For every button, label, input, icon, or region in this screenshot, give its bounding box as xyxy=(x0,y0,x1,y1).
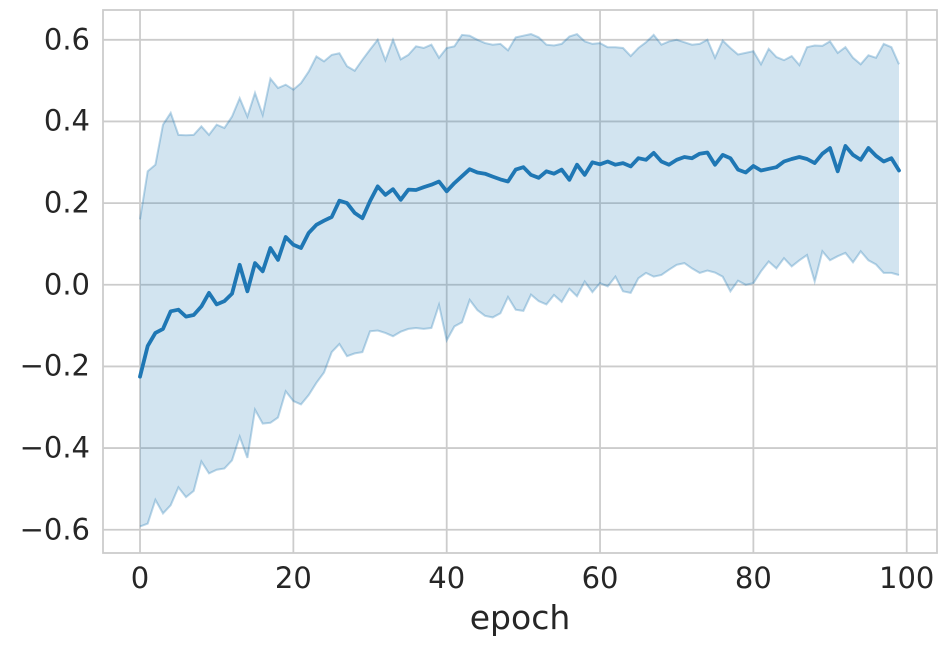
gridlines xyxy=(103,10,937,553)
x-tick-label: 0 xyxy=(130,561,150,595)
axes-border xyxy=(102,9,938,554)
x-tick-label: 20 xyxy=(274,561,312,595)
x-tick-label: 60 xyxy=(581,561,619,595)
y-tick-label: 0.4 xyxy=(43,103,90,138)
confidence-band-lower-edge xyxy=(139,249,900,528)
y-tick-label: −0.6 xyxy=(19,512,90,547)
y-tick-label: 0.2 xyxy=(43,185,90,220)
confidence-band-upper-edge xyxy=(139,32,900,220)
x-tick-label: 100 xyxy=(879,561,935,595)
mean-line xyxy=(138,144,901,379)
y-tick-label: −0.4 xyxy=(19,430,90,465)
y-tick-label: 0.0 xyxy=(43,267,90,302)
y-tick-label: 0.6 xyxy=(43,22,90,57)
x-tick-label: 40 xyxy=(428,561,466,595)
x-tick-label: 80 xyxy=(734,561,772,595)
y-tick-label: −0.2 xyxy=(19,348,90,383)
plot-area xyxy=(103,10,937,553)
x-axis-label: epoch xyxy=(469,598,571,637)
